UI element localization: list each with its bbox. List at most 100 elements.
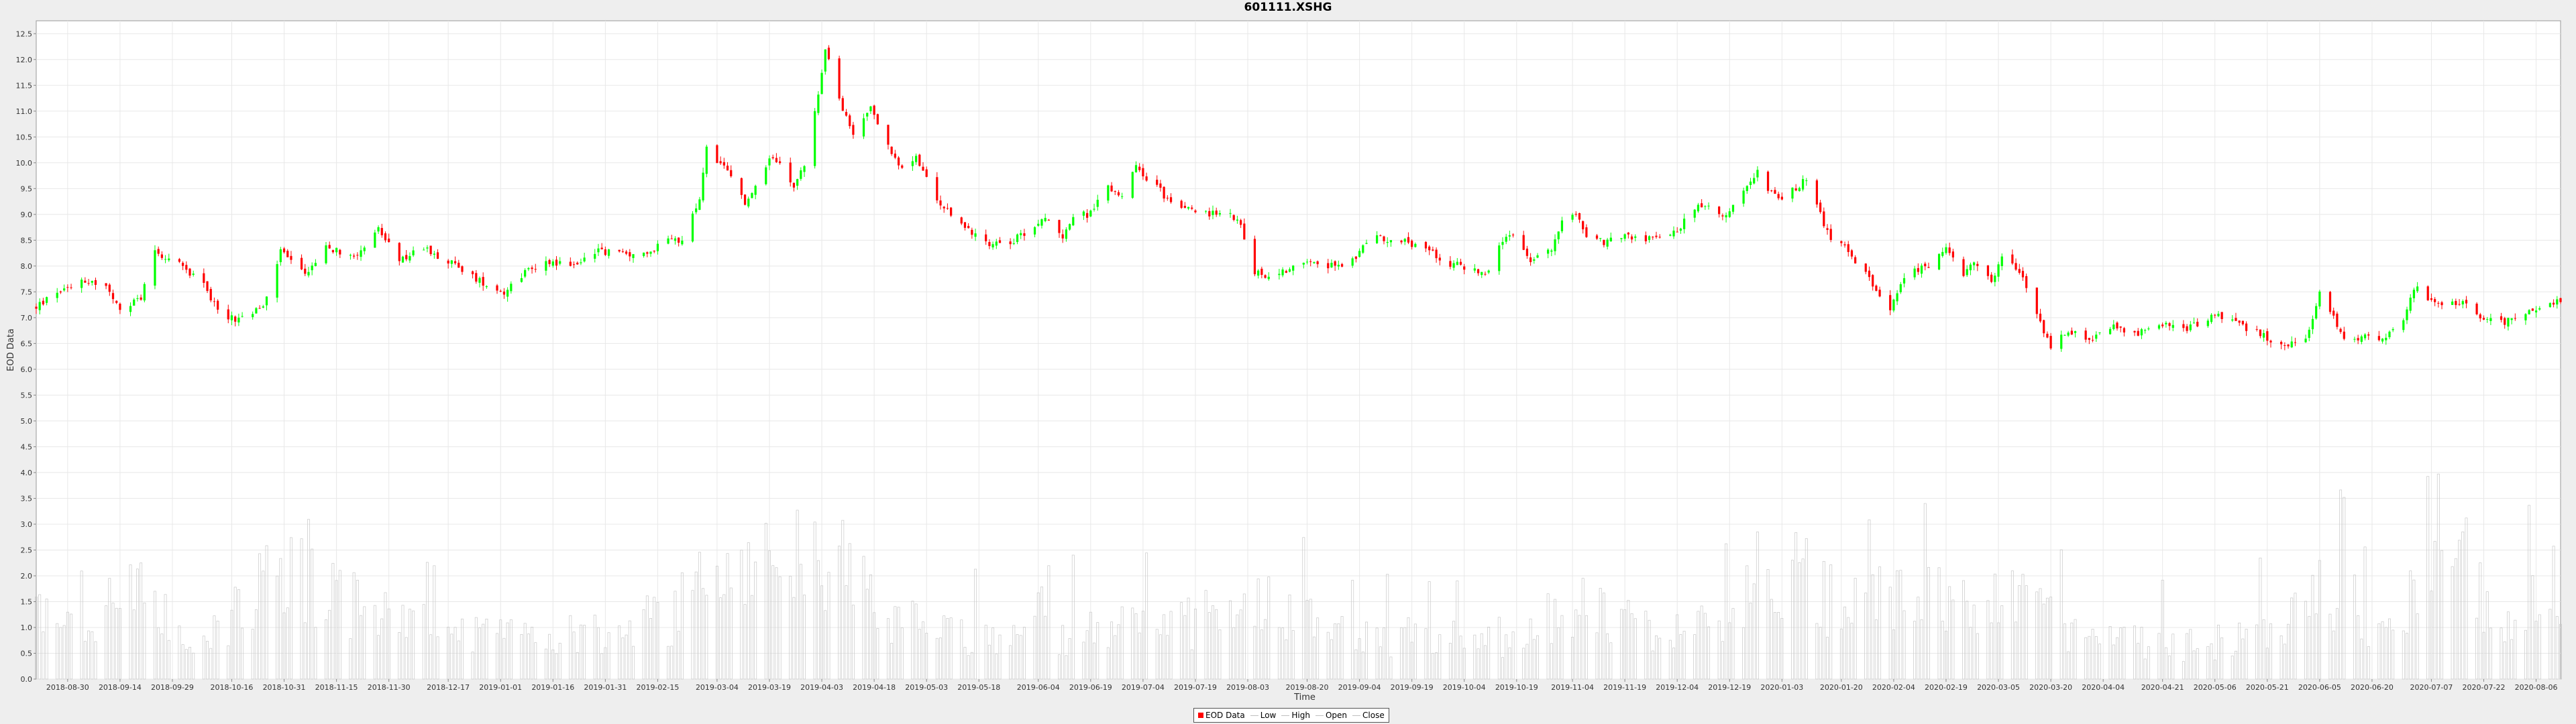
candle-body [1697,204,1700,212]
candle-body [971,229,973,235]
candle-body [2063,335,2066,336]
volume-bar [1766,569,1770,680]
x-tick-label: 2019-12-04 [1656,683,1699,692]
volume-bar [2335,608,2339,680]
low-swatch-icon [1250,715,1258,716]
volume-bar [1218,629,1222,680]
volume-bar [2416,613,2419,680]
volume-bar [607,632,610,680]
volume-bar [1731,608,1735,680]
candle-body [2388,331,2391,338]
candle-body [559,261,561,264]
candle-body [1403,239,1406,242]
volume-bar [705,595,708,680]
candle-body [1096,200,1099,207]
volume-bar [1424,628,1428,680]
volume-bar [206,641,209,680]
volume-bar [2108,626,2112,680]
volume-bar [2210,643,2213,680]
candle-body [2528,310,2530,314]
volume-bar [628,620,631,680]
candle-body [778,161,782,164]
volume-bar [202,636,205,680]
candle-body [2116,322,2118,328]
candle-body [751,193,753,198]
candle-body [2318,291,2321,307]
volume-bar [380,618,384,680]
y-tick-label: 2.0 [21,572,33,581]
candle-body [363,247,366,251]
volume-bar [2171,634,2175,680]
candle-body [2458,304,2461,305]
candle-body [1086,213,1089,218]
volume-bar [2510,639,2514,680]
volume-bar [1487,627,1491,680]
candle-body [1449,261,1452,267]
candle-body [189,268,191,276]
candle-body [1815,180,1819,205]
candle-body [1093,208,1095,210]
candle-body [1749,181,1752,185]
candle-body [1990,274,1993,282]
volume-bar [792,597,796,680]
candle-body [2235,318,2237,321]
volume-bar [83,641,87,680]
volume-bar [841,520,845,680]
candle-body [2070,330,2073,335]
candle-body [2455,300,2457,306]
candle-body [2412,290,2416,298]
candle-body [991,244,994,248]
candle-body [2461,301,2464,305]
candle-body [2486,318,2489,320]
close-swatch-icon [1352,715,1361,716]
volume-bar [876,628,879,680]
candle-body [475,273,478,282]
volume-bar [471,652,474,680]
volume-bar [1040,587,1043,680]
volume-bar [1114,635,1117,680]
candle-body [1340,264,1344,267]
volume-bar [1473,634,1477,680]
volume-bar [949,617,953,680]
candle-body [1937,253,1941,270]
candle-body [2367,334,2370,336]
candle-body [1896,293,1898,302]
candle-body [681,240,684,245]
volume-bar [2164,647,2167,680]
volume-bar [2548,609,2552,680]
candle-body [1473,268,1476,271]
candle-body [726,166,729,171]
volume-bar [1068,638,1071,680]
candle-body [2060,335,2063,349]
volume-bar [1798,562,1801,680]
volume-bar [796,509,799,680]
volume-bar [1281,627,1285,680]
candle-body [580,262,582,263]
volume-bar [778,576,782,680]
volume-bar [803,595,806,680]
volume-bar [1707,626,1711,680]
candle-body [649,251,652,254]
volume-bar [1071,554,1075,680]
candle-body [91,280,93,283]
volume-bar [1134,613,1138,680]
volume-bar [1260,629,1263,680]
volume-bar [251,629,254,680]
candle-body [1582,221,1585,230]
candle-body [2385,337,2387,341]
volume-bar [729,587,733,680]
candle-body [2479,314,2481,318]
volume-bar [970,652,973,680]
candle-body [2308,329,2310,339]
volume-bar [115,607,118,680]
volume-bar [1655,635,1658,680]
volume-bar [1145,552,1148,680]
volume-bar [1843,606,1846,680]
candle-body [1533,259,1536,261]
volume-bar [265,545,268,680]
volume-bar [642,609,645,680]
volume-bar [436,636,439,680]
volume-bar [2531,575,2534,680]
volume-bar [2140,627,2143,680]
volume-bar [132,609,136,680]
